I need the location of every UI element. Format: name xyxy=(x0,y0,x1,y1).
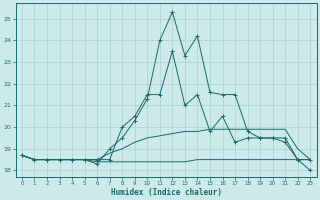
X-axis label: Humidex (Indice chaleur): Humidex (Indice chaleur) xyxy=(111,188,221,197)
